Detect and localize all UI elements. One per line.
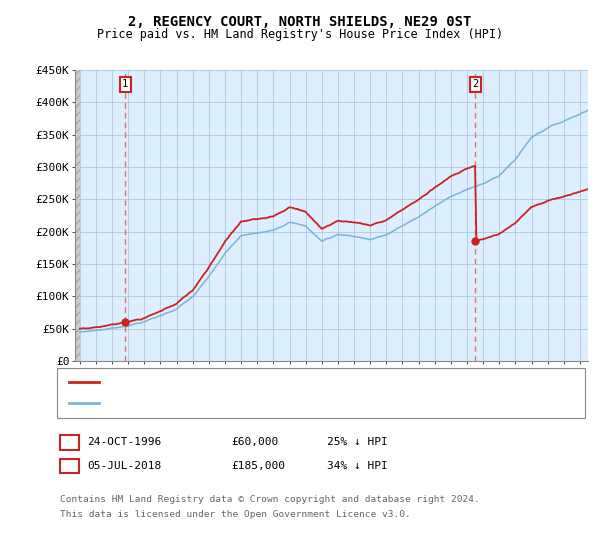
Text: 2, REGENCY COURT, NORTH SHIELDS, NE29 0ST (detached house): 2, REGENCY COURT, NORTH SHIELDS, NE29 0S… <box>105 377 467 387</box>
Text: 2: 2 <box>472 79 478 89</box>
Text: £60,000: £60,000 <box>231 437 278 447</box>
Text: 24-OCT-1996: 24-OCT-1996 <box>87 437 161 447</box>
Text: Contains HM Land Registry data © Crown copyright and database right 2024.: Contains HM Land Registry data © Crown c… <box>60 495 480 504</box>
Text: £185,000: £185,000 <box>231 461 285 471</box>
Text: 2: 2 <box>66 461 73 471</box>
Text: This data is licensed under the Open Government Licence v3.0.: This data is licensed under the Open Gov… <box>60 510 411 519</box>
Text: 25% ↓ HPI: 25% ↓ HPI <box>327 437 388 447</box>
Text: 2, REGENCY COURT, NORTH SHIELDS, NE29 0ST: 2, REGENCY COURT, NORTH SHIELDS, NE29 0S… <box>128 15 472 29</box>
Text: 05-JUL-2018: 05-JUL-2018 <box>87 461 161 471</box>
Text: 1: 1 <box>66 437 73 447</box>
Text: Price paid vs. HM Land Registry's House Price Index (HPI): Price paid vs. HM Land Registry's House … <box>97 28 503 41</box>
Text: 1: 1 <box>122 79 128 89</box>
Text: 34% ↓ HPI: 34% ↓ HPI <box>327 461 388 471</box>
Text: HPI: Average price, detached house, North Tyneside: HPI: Average price, detached house, Nort… <box>105 398 418 408</box>
Bar <box>75 70 80 361</box>
